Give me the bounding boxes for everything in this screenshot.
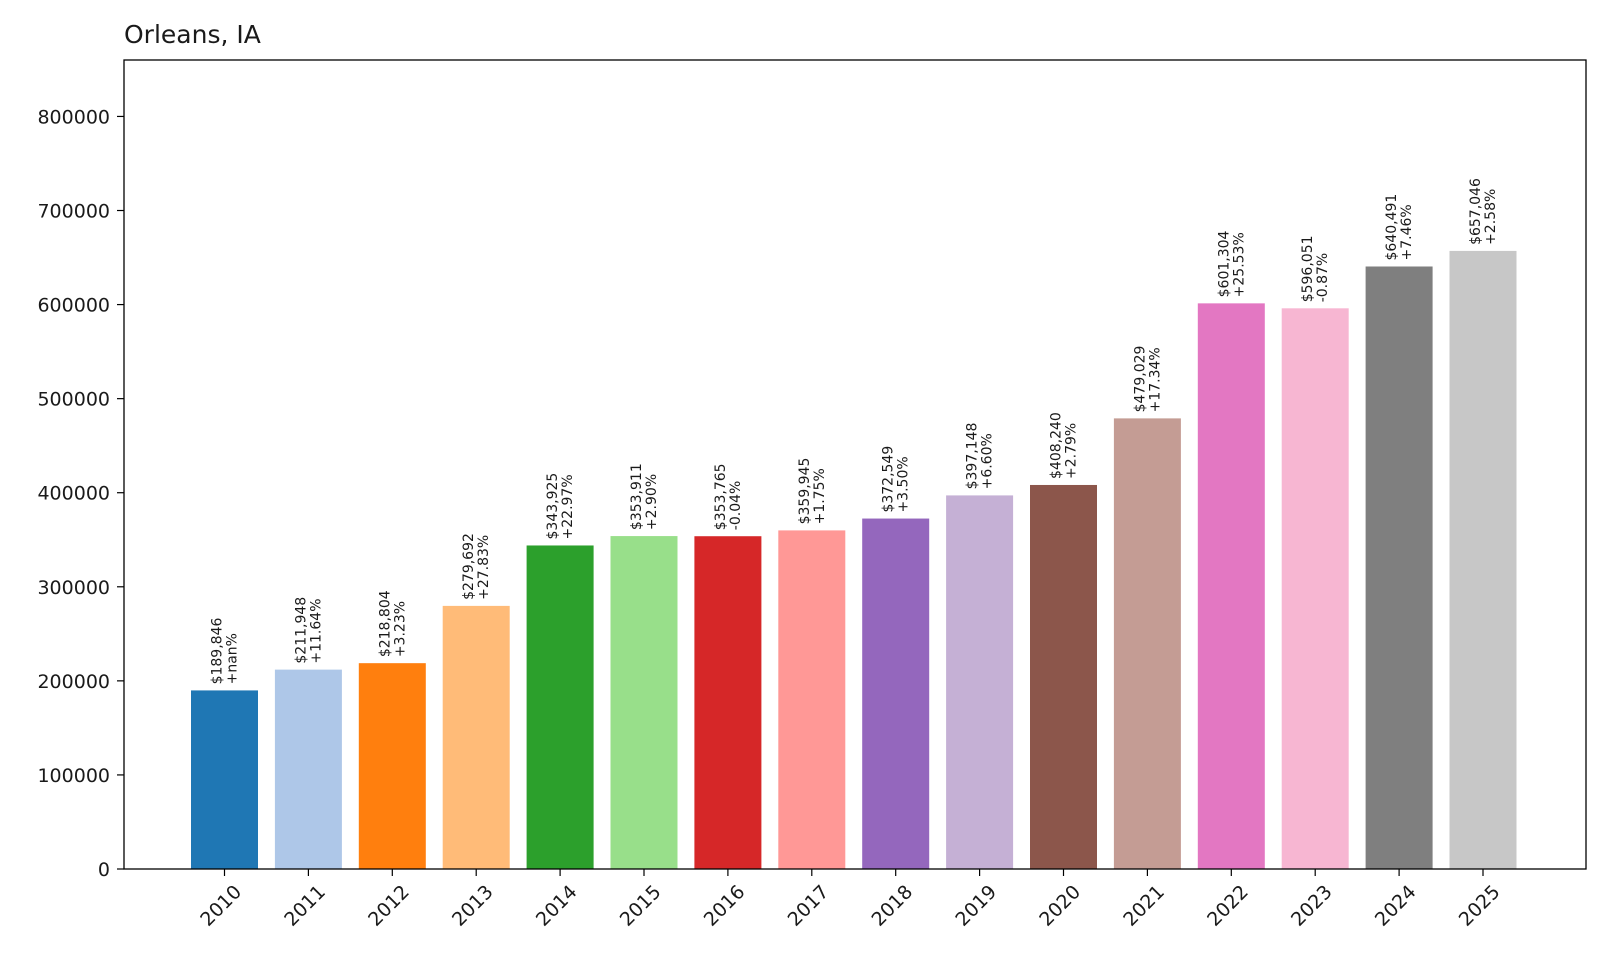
x-tick-label: 2019: [951, 881, 1001, 931]
bar-change-label: +2.79%: [1064, 423, 1080, 479]
bar-value-label: $353,911: [629, 463, 645, 530]
bar-change-label: +nan%: [225, 633, 241, 684]
y-tick-label: 100000: [37, 765, 110, 787]
bar-label-2016: $353,765 -0.04%: [713, 463, 744, 530]
bar-value-label: $479,029: [1132, 346, 1148, 413]
bar-value-label: $343,925: [545, 473, 561, 540]
bar-label-2012: $218,804 +3.23%: [377, 590, 408, 657]
bar-label-2022: $601,304 +25.53%: [1216, 230, 1247, 297]
bar-value-label: $189,846: [210, 618, 226, 685]
bar-label-2025: $657,046 +2.58%: [1468, 178, 1499, 245]
bar-change-label: +11.64%: [308, 598, 324, 663]
bar-labels-layer: $189,846 +nan% $211,948 +11.64% $218,804 +3.2…: [210, 178, 1500, 684]
bar-2017: [778, 530, 846, 869]
x-tick-label: 2016: [700, 881, 750, 931]
bar-2019: [946, 495, 1014, 869]
bar-2023: [1281, 308, 1349, 869]
bar-value-label: $372,549: [881, 446, 897, 513]
x-axis: 2010 2011 2012 2013 2014 2015 2016 2017 2018 2019…: [196, 869, 1505, 931]
bar-value-label: $211,948: [293, 597, 309, 664]
bar-change-label: +3.50%: [896, 456, 912, 512]
bar-change-label: +7.46%: [1399, 204, 1415, 260]
x-tick-label: 2022: [1203, 881, 1253, 931]
bar-change-label: -0.87%: [1315, 253, 1331, 303]
bar-label-2015: $353,911 +2.90%: [629, 463, 660, 530]
bar-2025: [1449, 250, 1517, 870]
x-tick-label: 2017: [784, 881, 834, 931]
bar-2022: [1197, 303, 1265, 869]
plot-frame: [123, 59, 1587, 870]
y-tick-label: 500000: [37, 389, 110, 411]
y-tick-label: 200000: [37, 671, 110, 693]
bar-value-label: $596,051: [1300, 235, 1316, 302]
bar-value-label: $279,692: [461, 533, 477, 600]
bar-2014: [526, 545, 594, 869]
bar-label-2014: $343,925 +22.97%: [545, 473, 576, 540]
bar-label-2017: $359,945 +1.75%: [797, 458, 828, 525]
y-tick-label: 400000: [37, 483, 110, 505]
x-tick-label: 2013: [448, 881, 498, 931]
x-tick-label: 2025: [1455, 881, 1505, 931]
bar-value-label: $640,491: [1384, 194, 1400, 261]
bar-2010: [191, 690, 258, 869]
bar-value-label: $353,765: [713, 463, 729, 530]
bars-layer: [191, 250, 1517, 870]
bar-label-2010: $189,846 +nan%: [210, 618, 241, 685]
x-tick-label: 2023: [1287, 881, 1337, 931]
bar-value-label: $218,804: [377, 590, 393, 657]
bar-change-label: +25.53%: [1231, 232, 1247, 297]
x-tick-label: 2018: [867, 881, 917, 931]
bar-label-2019: $397,148 +6.60%: [965, 423, 996, 490]
bar-change-label: +2.58%: [1483, 189, 1499, 245]
x-tick-label: 2024: [1371, 881, 1421, 931]
bar-2016: [694, 536, 762, 869]
bar-label-2023: $596,051 -0.87%: [1300, 235, 1331, 302]
bar-change-label: +1.75%: [812, 468, 828, 524]
bar-change-label: +3.23%: [392, 601, 408, 657]
bar-change-label: +27.83%: [476, 535, 492, 600]
bar-change-label: +22.97%: [560, 474, 576, 539]
bar-change-label: +2.90%: [644, 474, 660, 530]
bar-label-2011: $211,948 +11.64%: [293, 597, 324, 664]
bar-2021: [1113, 418, 1181, 869]
bar-value-label: $359,945: [797, 458, 813, 525]
bar-2013: [442, 605, 510, 869]
y-tick-label: 600000: [37, 295, 110, 317]
bar-label-2020: $408,240 +2.79%: [1049, 412, 1080, 479]
x-tick-label: 2021: [1119, 881, 1169, 931]
y-axis: 0 100000 200000 300000 400000 500000 600000 700…: [37, 106, 124, 881]
bar-value-label: $408,240: [1049, 412, 1065, 479]
bar-change-label: +17.34%: [1147, 347, 1163, 412]
bar-label-2021: $479,029 +17.34%: [1132, 346, 1163, 413]
bar-change-label: +6.60%: [980, 433, 996, 489]
bar-change-label: -0.04%: [728, 481, 744, 531]
bar-value-label: $397,148: [965, 423, 981, 490]
x-tick-label: 2014: [532, 881, 582, 931]
bar-label-2024: $640,491 +7.46%: [1384, 194, 1415, 261]
y-tick-label: 700000: [37, 201, 110, 223]
y-tick-label: 0: [98, 859, 110, 881]
bar-value-label: $601,304: [1216, 230, 1232, 297]
y-tick-label: 800000: [37, 106, 110, 128]
x-tick-label: 2015: [616, 881, 666, 931]
x-tick-label: 2011: [280, 881, 330, 931]
x-tick-label: 2020: [1035, 881, 1085, 931]
bar-label-2013: $279,692 +27.83%: [461, 533, 492, 600]
bar-2018: [862, 518, 930, 869]
bar-2024: [1365, 266, 1433, 870]
bar-value-label: $657,046: [1468, 178, 1484, 245]
y-tick-label: 300000: [37, 577, 110, 599]
bar-2011: [274, 669, 342, 869]
bar-2015: [610, 536, 678, 869]
bar-2020: [1030, 484, 1097, 869]
x-tick-label: 2012: [364, 881, 414, 931]
bar-2012: [358, 663, 426, 869]
bar-label-2018: $372,549 +3.50%: [881, 446, 912, 513]
chart-title: Orleans, IA: [124, 20, 261, 49]
x-tick-label: 2010: [196, 881, 246, 931]
